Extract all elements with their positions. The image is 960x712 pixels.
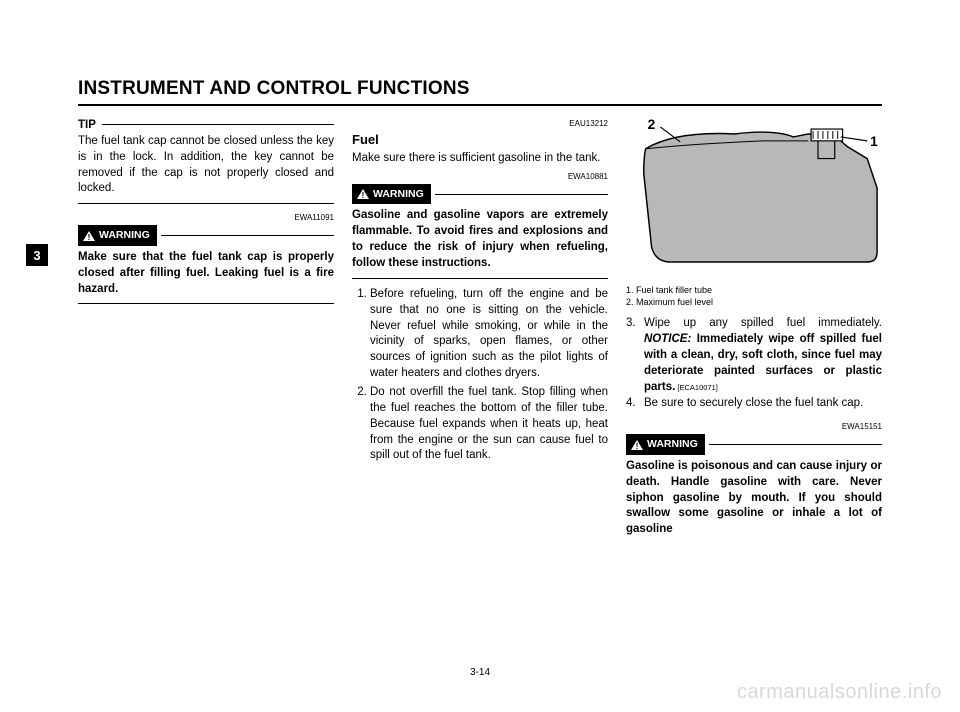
warning-rule bbox=[161, 235, 334, 236]
warning-label: WARNING bbox=[99, 228, 150, 242]
step-2: Do not overfill the fuel tank. Stop fill… bbox=[370, 385, 608, 464]
divider bbox=[78, 203, 334, 204]
page-number: 3-14 bbox=[0, 667, 960, 678]
tip-heading: TIP bbox=[78, 118, 334, 134]
warning-rule bbox=[435, 194, 608, 195]
warning-text: Gasoline is poisonous and can cause inju… bbox=[626, 459, 882, 538]
fuel-tank-diagram: 1 2 bbox=[626, 118, 882, 273]
eca-code: [ECA10071] bbox=[675, 383, 718, 392]
code-ref: EAU13212 bbox=[352, 118, 608, 129]
warning-heading: WARNING bbox=[352, 184, 608, 204]
step-number: 3. bbox=[626, 316, 644, 395]
fuel-intro: Make sure there is sufficient gasoline i… bbox=[352, 151, 608, 167]
warning-badge: WARNING bbox=[352, 184, 431, 204]
step-text: Be sure to securely close the fuel tank … bbox=[644, 396, 882, 412]
warning-label: WARNING bbox=[373, 187, 424, 201]
code-ref: EWA10881 bbox=[352, 171, 608, 182]
columns: TIP The fuel tank cap cannot be closed u… bbox=[78, 118, 882, 628]
page-header: INSTRUMENT AND CONTROL FUNCTIONS bbox=[78, 78, 882, 106]
step-4: 4. Be sure to securely close the fuel ta… bbox=[626, 396, 882, 412]
tip-text: The fuel tank cap cannot be closed unles… bbox=[78, 134, 334, 197]
caption-1: 1. Fuel tank filler tube bbox=[626, 285, 882, 297]
column-3: 1 2 1. Fuel tank filler tube 2. Maximum … bbox=[626, 118, 882, 628]
step-text: Wipe up any spilled fuel immediately. NO… bbox=[644, 316, 882, 395]
steps-list-cont: 3. Wipe up any spilled fuel immediately.… bbox=[626, 316, 882, 411]
step-1: Before refueling, turn off the engine an… bbox=[370, 287, 608, 382]
watermark: carmanualsonline.info bbox=[737, 681, 942, 704]
header-title: INSTRUMENT AND CONTROL FUNCTIONS bbox=[78, 78, 882, 100]
steps-list: Before refueling, turn off the engine an… bbox=[352, 287, 608, 464]
warning-triangle-icon bbox=[83, 231, 95, 241]
notice-label: NOTICE: bbox=[644, 333, 691, 345]
warning-triangle-icon bbox=[357, 189, 369, 199]
warning-badge: WARNING bbox=[78, 225, 157, 245]
warning-triangle-icon bbox=[631, 440, 643, 450]
caption-2: 2. Maximum fuel level bbox=[626, 297, 882, 309]
callout-2: 2 bbox=[648, 118, 656, 132]
leader-1 bbox=[841, 137, 868, 141]
column-1: TIP The fuel tank cap cannot be closed u… bbox=[78, 118, 334, 628]
warning-text: Make sure that the fuel tank cap is prop… bbox=[78, 250, 334, 298]
step-3: 3. Wipe up any spilled fuel immediately.… bbox=[626, 316, 882, 395]
step3-pre: Wipe up any spilled fuel immediately. bbox=[644, 317, 882, 329]
warning-heading: WARNING bbox=[78, 225, 334, 245]
warning-label: WARNING bbox=[647, 437, 698, 451]
page: INSTRUMENT AND CONTROL FUNCTIONS TIP The… bbox=[0, 0, 960, 712]
warning-text: Gasoline and gasoline vapors are extreme… bbox=[352, 208, 608, 271]
fuel-title: Fuel bbox=[352, 131, 608, 149]
warning-badge: WARNING bbox=[626, 434, 705, 454]
tank-shape bbox=[644, 132, 877, 262]
code-ref: EWA11091 bbox=[78, 212, 334, 223]
tip-label: TIP bbox=[78, 118, 100, 134]
code-ref: EWA15151 bbox=[626, 421, 882, 432]
step-number: 4. bbox=[626, 396, 644, 412]
warning-heading: WARNING bbox=[626, 434, 882, 454]
diagram-caption: 1. Fuel tank filler tube 2. Maximum fuel… bbox=[626, 285, 882, 308]
divider bbox=[352, 278, 608, 279]
tip-rule bbox=[102, 124, 334, 125]
callout-1: 1 bbox=[870, 134, 878, 149]
divider bbox=[78, 303, 334, 304]
warning-rule bbox=[709, 444, 882, 445]
column-2: EAU13212 Fuel Make sure there is suffici… bbox=[352, 118, 608, 628]
